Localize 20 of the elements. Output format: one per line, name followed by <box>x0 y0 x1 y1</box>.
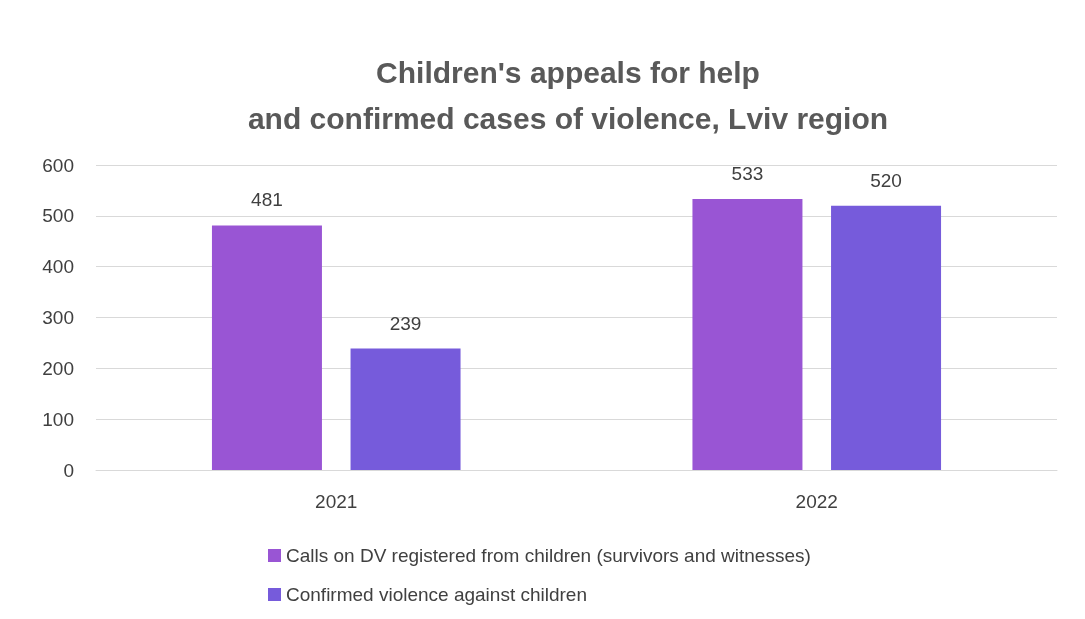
legend-label: Calls on DV registered from children (survivors and witnesses) <box>286 545 811 566</box>
bar <box>211 225 322 470</box>
y-tick-label: 600 <box>42 154 74 176</box>
chart-title: Children's appeals for help and confirmed cases of violence, Lviv region <box>247 55 889 135</box>
data-label: 481 <box>251 189 283 211</box>
bar <box>692 199 803 470</box>
y-tick-label: 500 <box>42 205 74 227</box>
x-tick-label: 2021 <box>315 491 358 512</box>
x-tick-label: 2022 <box>795 491 838 512</box>
data-label: 239 <box>389 312 422 334</box>
y-tick-label: 100 <box>42 408 74 430</box>
bar <box>350 348 461 470</box>
data-label: 533 <box>731 163 764 185</box>
y-tick-label: 400 <box>42 256 74 278</box>
bar <box>831 205 942 470</box>
legend-label: Confirmed violence against children <box>286 584 587 605</box>
data-label: 520 <box>870 169 902 191</box>
y-tick-label: 300 <box>42 307 74 328</box>
y-tick-label: 0 <box>63 459 74 481</box>
y-tick-label: 200 <box>42 357 74 379</box>
